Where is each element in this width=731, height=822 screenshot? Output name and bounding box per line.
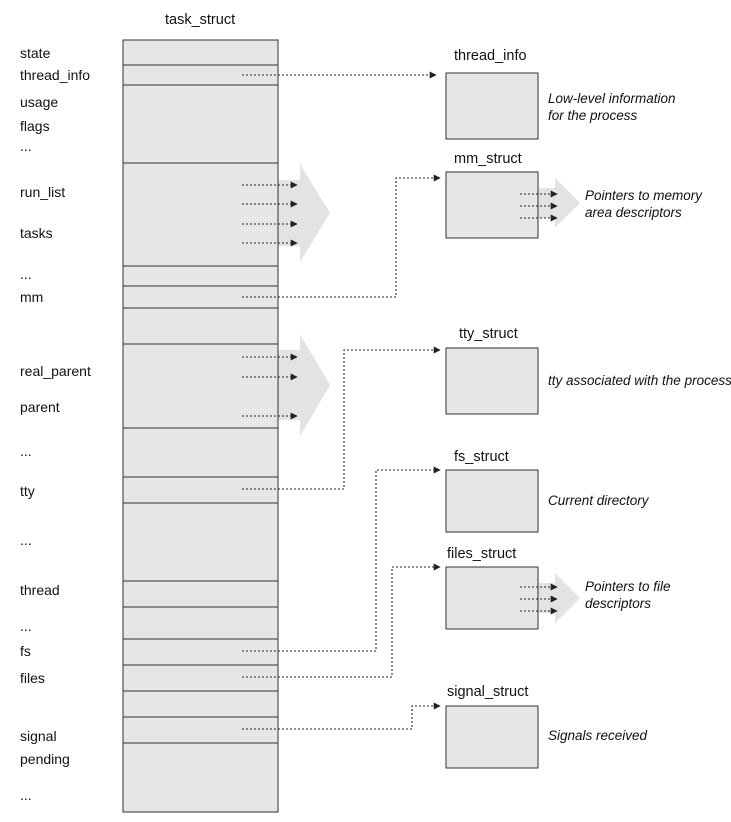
thread-info-box bbox=[445, 72, 539, 140]
field-ellipsis-5: ... bbox=[20, 618, 32, 634]
fs-struct-desc: Current directory bbox=[548, 493, 649, 508]
field-fs: fs bbox=[20, 643, 31, 659]
tty-struct-title: tty_struct bbox=[459, 326, 518, 342]
field-usage: usage bbox=[20, 94, 59, 110]
mm-struct-box bbox=[445, 171, 539, 239]
field-thread: thread bbox=[20, 582, 60, 598]
files-struct-desc-1: Pointers to file bbox=[585, 579, 671, 594]
field-tasks: tasks bbox=[20, 225, 53, 241]
field-mm: mm bbox=[20, 289, 44, 305]
field-ellipsis-6: ... bbox=[20, 787, 32, 803]
files-struct-box bbox=[445, 566, 539, 630]
pointer-mm bbox=[242, 174, 441, 298]
field-ellipsis-4: ... bbox=[20, 532, 32, 548]
mm-struct-title: mm_struct bbox=[454, 151, 522, 167]
fat-arrow-list-pointers bbox=[278, 164, 330, 262]
tty-struct-desc: tty associated with the process bbox=[548, 373, 731, 388]
field-ellipsis-2: ... bbox=[20, 266, 32, 282]
mm-struct-desc-1: Pointers to memory bbox=[585, 188, 703, 203]
field-run-list: run_list bbox=[20, 184, 66, 200]
signal-struct-desc: Signals received bbox=[548, 728, 648, 743]
task-struct-box bbox=[122, 39, 279, 813]
fat-arrow-parent-pointers bbox=[278, 334, 330, 436]
field-flags: flags bbox=[20, 118, 50, 134]
field-ellipsis-3: ... bbox=[20, 443, 32, 459]
signal-struct-box bbox=[445, 705, 539, 769]
field-pending: pending bbox=[20, 751, 70, 767]
field-tty: tty bbox=[20, 483, 35, 499]
files-struct-title: files_struct bbox=[447, 546, 517, 562]
pointer-tty bbox=[242, 346, 441, 490]
field-real-parent: real_parent bbox=[20, 363, 91, 379]
field-files: files bbox=[20, 670, 45, 686]
field-state: state bbox=[20, 45, 51, 61]
files-struct-desc-2: descriptors bbox=[585, 596, 652, 611]
pointer-files bbox=[242, 563, 441, 678]
fs-struct-title: fs_struct bbox=[454, 449, 509, 465]
field-thread-info: thread_info bbox=[20, 67, 91, 83]
pointer-signal bbox=[242, 702, 441, 730]
fs-struct-box bbox=[445, 469, 539, 533]
pointer-fs bbox=[242, 466, 441, 652]
signal-struct-title: signal_struct bbox=[447, 684, 529, 700]
thread-info-desc-2: for the process bbox=[548, 108, 638, 123]
tty-struct-box bbox=[445, 347, 539, 415]
field-signal: signal bbox=[20, 728, 57, 744]
mm-struct-desc-2: area descriptors bbox=[585, 205, 682, 220]
thread-info-title: thread_info bbox=[454, 48, 527, 64]
thread-info-desc-1: Low-level information bbox=[548, 91, 676, 106]
task-struct-title: task_struct bbox=[165, 12, 236, 28]
field-parent: parent bbox=[20, 399, 60, 415]
field-ellipsis-1: ... bbox=[20, 138, 32, 154]
